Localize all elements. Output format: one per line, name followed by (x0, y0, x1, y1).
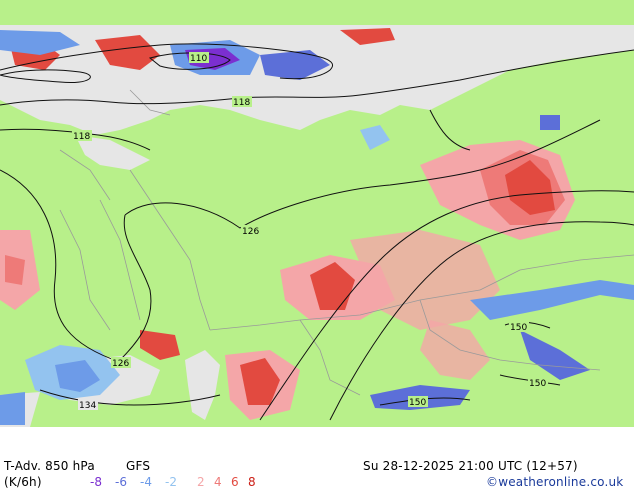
advection-map: 110 118 118 126 126 134 150 150 150 (0, 0, 634, 427)
country-borders (59, 89, 634, 396)
contour-label: 126 (242, 227, 259, 237)
contour-label: 118 (233, 98, 250, 108)
legend-unit: (K/6h) (4, 475, 42, 489)
legend-value: -2 (165, 475, 177, 489)
contour-label: 126 (112, 359, 129, 369)
contour-label: 118 (73, 132, 90, 142)
model-name: GFS (126, 459, 151, 473)
legend-value: -4 (140, 475, 152, 489)
contour-labels: 110 118 118 126 126 134 150 150 150 (72, 52, 548, 411)
warm-advection-areas (0, 28, 575, 420)
cold-advection-areas (0, 30, 634, 425)
legend-value: -8 (90, 475, 102, 489)
legend-value: 8 (248, 475, 256, 489)
contour-label: 150 (510, 323, 527, 333)
contour-label: 134 (79, 401, 96, 411)
contour-label: 110 (190, 54, 207, 64)
baltic-sea (75, 135, 150, 170)
legend-value: -6 (115, 475, 127, 489)
valid-datetime: Su 28-12-2025 21:00 UTC (12+57) (363, 459, 578, 473)
legend-value: 6 (231, 475, 239, 489)
contour-label: 150 (409, 398, 426, 408)
temperature-contours (0, 43, 634, 421)
map-footer: T-Adv. 850 hPa GFS Su 28-12-2025 21:00 U… (0, 427, 634, 490)
caspian-sea (185, 350, 220, 420)
arctic-sea (0, 25, 634, 135)
product-title: T-Adv. 850 hPa (4, 459, 95, 473)
legend-value: 2 (197, 475, 205, 489)
credit-link[interactable]: ©weatheronline.co.uk (486, 475, 624, 489)
contour-label: 150 (529, 379, 546, 389)
legend-value: 4 (214, 475, 222, 489)
